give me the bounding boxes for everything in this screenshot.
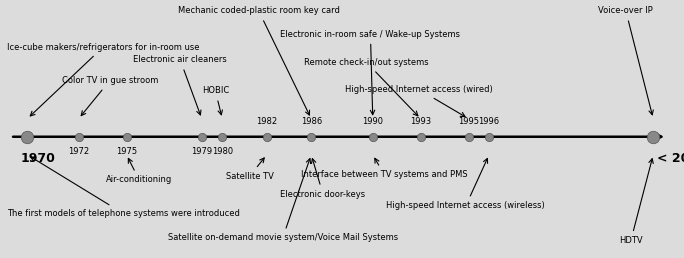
Text: 1986: 1986	[300, 117, 322, 126]
Text: 1970: 1970	[21, 152, 55, 165]
Text: Mechanic coded-plastic room key card: Mechanic coded-plastic room key card	[178, 6, 340, 115]
Text: Electronic air cleaners: Electronic air cleaners	[133, 55, 227, 115]
Text: 1980: 1980	[212, 147, 233, 156]
Text: High-speed Internet access (wireless): High-speed Internet access (wireless)	[386, 158, 545, 210]
Text: Satellite on-demand movie system/Voice Mail Systems: Satellite on-demand movie system/Voice M…	[168, 159, 397, 243]
Text: High-speed Internet access (wired): High-speed Internet access (wired)	[345, 85, 493, 117]
Text: 1979: 1979	[192, 147, 212, 156]
Text: Electronic in-room safe / Wake-up Systems: Electronic in-room safe / Wake-up System…	[280, 30, 460, 115]
Text: 1993: 1993	[410, 117, 431, 126]
Text: Interface between TV systems and PMS: Interface between TV systems and PMS	[301, 158, 468, 179]
Text: Remote check-in/out systems: Remote check-in/out systems	[304, 58, 429, 116]
Text: HOBIC: HOBIC	[202, 86, 229, 115]
Text: HDTV: HDTV	[619, 159, 653, 245]
Text: 1982: 1982	[256, 117, 277, 126]
Text: Electronic door-keys: Electronic door-keys	[280, 159, 365, 199]
Text: Satellite TV: Satellite TV	[226, 158, 274, 181]
Text: Voice-over IP: Voice-over IP	[598, 6, 653, 115]
Text: 1975: 1975	[116, 147, 137, 156]
Text: The first models of telephone systems were introduced: The first models of telephone systems we…	[7, 157, 239, 218]
Text: Ice-cube makers/refrigerators for in-room use: Ice-cube makers/refrigerators for in-roo…	[7, 43, 199, 116]
Text: 1990: 1990	[363, 117, 383, 126]
Text: 1972: 1972	[68, 147, 89, 156]
Text: 1995: 1995	[458, 117, 479, 126]
Text: Color TV in gue stroom: Color TV in gue stroom	[62, 76, 158, 116]
Text: 1996: 1996	[479, 117, 499, 126]
Text: Air-conditioning: Air-conditioning	[106, 158, 172, 184]
Text: < 2000: < 2000	[657, 152, 684, 165]
